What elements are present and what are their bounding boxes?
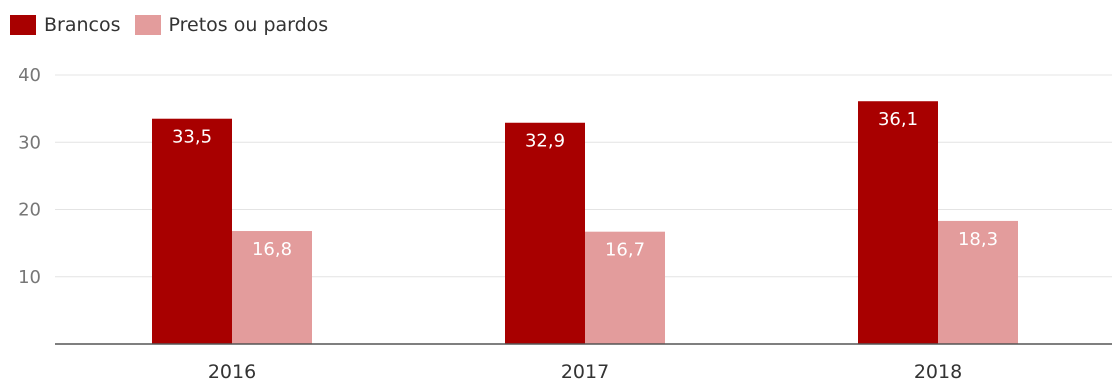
legend-label-pretos-ou-pardos: Pretos ou pardos [168, 14, 329, 36]
data-label-brancos-2016: 33,5 [172, 127, 212, 148]
data-label-brancos-2017: 32,9 [525, 131, 565, 152]
y-tick-label-40: 40 [18, 65, 41, 86]
bar-pretos-ou-pardos-2017 [585, 231, 665, 344]
bar-pretos-ou-pardos-2018 [938, 220, 1018, 344]
legend-swatch-pretos-ou-pardos [134, 15, 161, 35]
legend-item-pretos-ou-pardos: Pretos ou pardos [134, 14, 329, 36]
chart-legend: Brancos Pretos ou pardos [10, 14, 328, 36]
legend-swatch-brancos [10, 15, 36, 35]
bar-pretos-ou-pardos-2016 [232, 231, 312, 344]
data-label-pretos-ou-pardos-2016: 16,8 [252, 239, 292, 260]
x-tick-label-2017: 2017 [561, 361, 609, 379]
legend-item-brancos: Brancos [10, 14, 121, 36]
y-tick-label-30: 30 [18, 132, 41, 153]
data-label-pretos-ou-pardos-2017: 16,7 [605, 240, 645, 261]
bar-brancos-2016 [152, 118, 232, 345]
data-label-pretos-ou-pardos-2018: 18,3 [958, 229, 998, 250]
legend-label-brancos: Brancos [44, 14, 121, 36]
data-label-brancos-2018: 36,1 [878, 109, 918, 130]
x-tick-label-2016: 2016 [208, 361, 256, 379]
y-tick-label-20: 20 [18, 200, 41, 221]
bar-brancos-2017 [505, 122, 585, 344]
bar-brancos-2018 [858, 101, 938, 344]
x-tick-label-2018: 2018 [914, 361, 962, 379]
y-tick-label-10: 10 [18, 267, 41, 288]
